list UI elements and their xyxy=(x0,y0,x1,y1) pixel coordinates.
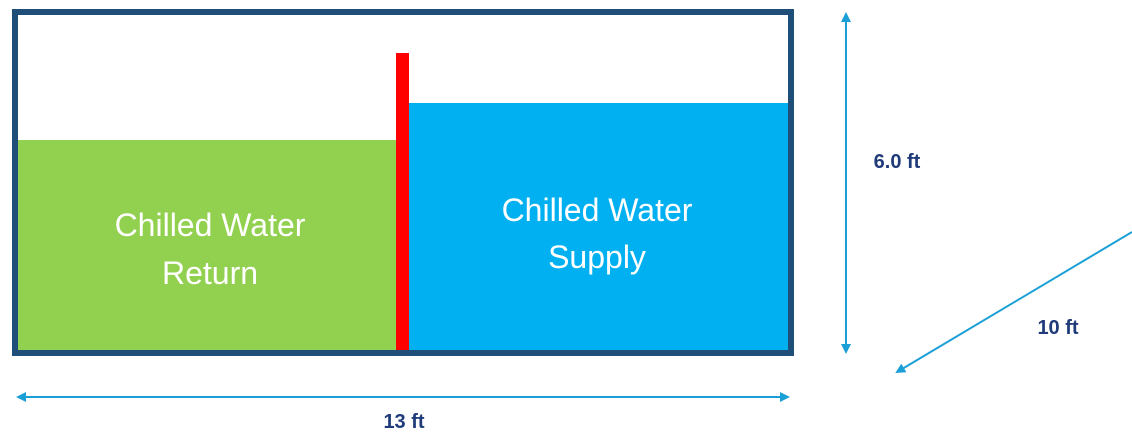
depth-label: 10 ft xyxy=(1037,317,1078,339)
divider xyxy=(396,53,409,350)
width-label: 13 ft xyxy=(383,411,424,433)
depth-arrow xyxy=(895,231,1132,374)
supply-label-2: Supply xyxy=(548,239,646,275)
height-label: 6.0 ft xyxy=(874,151,921,173)
tank-outline xyxy=(12,9,794,356)
return-label-2: Return xyxy=(162,255,258,291)
return-label-1: Chilled Water xyxy=(115,207,306,243)
supply-label-1: Chilled Water xyxy=(502,192,693,228)
return-water xyxy=(18,140,398,350)
supply-water xyxy=(408,103,788,350)
